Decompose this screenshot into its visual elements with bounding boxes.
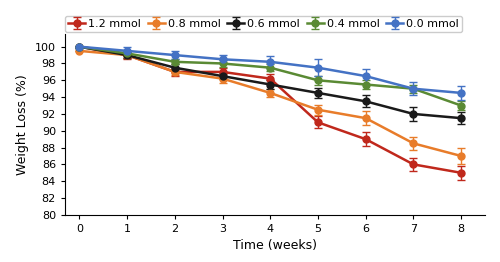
X-axis label: Time (weeks): Time (weeks) [233,239,317,252]
Y-axis label: Weight Loss (%): Weight Loss (%) [16,74,30,175]
Legend: 1.2 mmol, 0.8 mmol, 0.6 mmol, 0.4 mmol, 0.0 mmol: 1.2 mmol, 0.8 mmol, 0.6 mmol, 0.4 mmol, … [65,15,462,32]
